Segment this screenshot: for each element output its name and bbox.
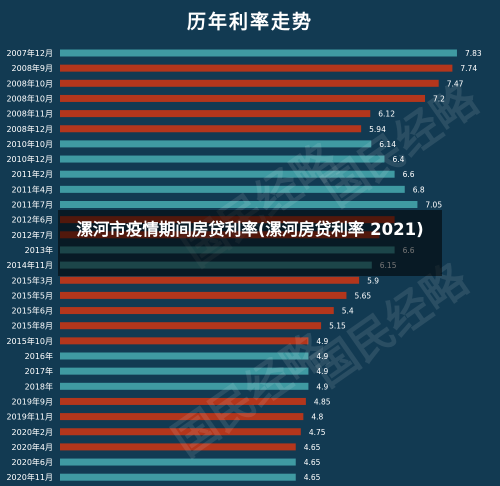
value-label: 4.65 bbox=[304, 443, 321, 452]
bar bbox=[60, 397, 306, 405]
value-label: 7.74 bbox=[460, 64, 477, 73]
bar bbox=[60, 110, 371, 118]
category-label: 2019年9月 bbox=[12, 396, 53, 406]
category-label: 2007年12月 bbox=[6, 48, 53, 58]
category-label: 2015年5月 bbox=[12, 290, 53, 300]
bar bbox=[60, 64, 453, 72]
bar bbox=[60, 201, 418, 208]
value-label: 6.6 bbox=[403, 170, 415, 179]
bar bbox=[60, 322, 322, 330]
value-label: 5.65 bbox=[354, 291, 371, 300]
value-label: 5.94 bbox=[369, 125, 386, 134]
category-label: 2008年9月 bbox=[12, 63, 53, 73]
value-label: 5.9 bbox=[367, 276, 379, 285]
value-label: 4.75 bbox=[309, 428, 326, 437]
category-label: 2016年 bbox=[25, 351, 53, 361]
category-label: 2008年11月 bbox=[6, 109, 53, 119]
bar bbox=[60, 428, 301, 436]
category-label: 2008年10月 bbox=[6, 78, 53, 88]
category-label: 2020年11月 bbox=[6, 472, 53, 482]
category-label: 2015年10月 bbox=[6, 336, 53, 346]
value-label: 6.14 bbox=[379, 140, 396, 149]
bar bbox=[60, 49, 457, 57]
value-label: 7.2 bbox=[433, 94, 445, 103]
value-label: 4.65 bbox=[304, 473, 321, 482]
category-label: 2017年 bbox=[25, 366, 53, 376]
bar bbox=[60, 367, 309, 375]
bar bbox=[60, 140, 372, 148]
page-title: 历年利率走势 bbox=[186, 11, 313, 33]
value-label: 4.9 bbox=[316, 382, 328, 391]
bar bbox=[60, 79, 439, 87]
value-label: 7.47 bbox=[447, 79, 464, 88]
bar bbox=[60, 458, 296, 466]
value-label: 4.8 bbox=[311, 413, 323, 422]
value-label: 7.05 bbox=[425, 201, 442, 210]
category-label: 2011年7月 bbox=[12, 200, 53, 210]
category-label: 2019年11月 bbox=[6, 412, 53, 422]
category-label: 2020年6月 bbox=[12, 457, 53, 467]
bar bbox=[60, 413, 304, 421]
value-label: 4.9 bbox=[316, 337, 328, 346]
category-label: 2018年 bbox=[25, 381, 53, 391]
bar bbox=[60, 125, 362, 133]
bar bbox=[60, 170, 395, 178]
bar bbox=[60, 155, 385, 163]
value-label: 4.9 bbox=[316, 367, 328, 376]
value-label: 6.8 bbox=[413, 185, 425, 194]
bar bbox=[60, 94, 426, 102]
category-label: 2011年2月 bbox=[12, 169, 53, 179]
bar bbox=[60, 276, 360, 284]
category-label: 2010年12月 bbox=[6, 154, 53, 164]
category-label: 2012年6月 bbox=[12, 215, 53, 225]
category-label: 2013年 bbox=[25, 245, 53, 255]
value-label: 4.85 bbox=[314, 397, 331, 406]
category-label: 2020年2月 bbox=[12, 427, 53, 437]
category-label: 2008年12月 bbox=[6, 124, 53, 134]
bar bbox=[60, 185, 405, 193]
category-label: 2015年3月 bbox=[12, 275, 53, 285]
value-label: 6.4 bbox=[392, 155, 404, 164]
value-label: 7.83 bbox=[465, 49, 482, 58]
category-label: 2020年4月 bbox=[12, 442, 53, 452]
category-label: 2010年10月 bbox=[6, 139, 53, 149]
category-label: 2015年8月 bbox=[12, 321, 53, 331]
bar bbox=[60, 443, 296, 451]
category-label: 2012年7月 bbox=[12, 230, 53, 240]
bar bbox=[60, 352, 309, 360]
value-label: 4.65 bbox=[304, 458, 321, 467]
value-label: 4.9 bbox=[316, 352, 328, 361]
value-label: 6.12 bbox=[378, 110, 395, 119]
bar bbox=[60, 337, 309, 345]
value-label: 5.15 bbox=[329, 322, 346, 331]
headline-banner: 漯河市疫情期间房贷利率(漯河房贷利率 2021) bbox=[58, 210, 442, 276]
category-label: 2014年11月 bbox=[6, 260, 53, 270]
category-label: 2008年10月 bbox=[6, 93, 53, 103]
bar bbox=[60, 473, 296, 481]
category-label: 2015年6月 bbox=[12, 306, 53, 316]
category-label: 2011年4月 bbox=[12, 184, 53, 194]
bar bbox=[60, 307, 334, 315]
value-label: 5.4 bbox=[342, 307, 354, 316]
bar bbox=[60, 382, 309, 390]
bar bbox=[60, 291, 347, 299]
